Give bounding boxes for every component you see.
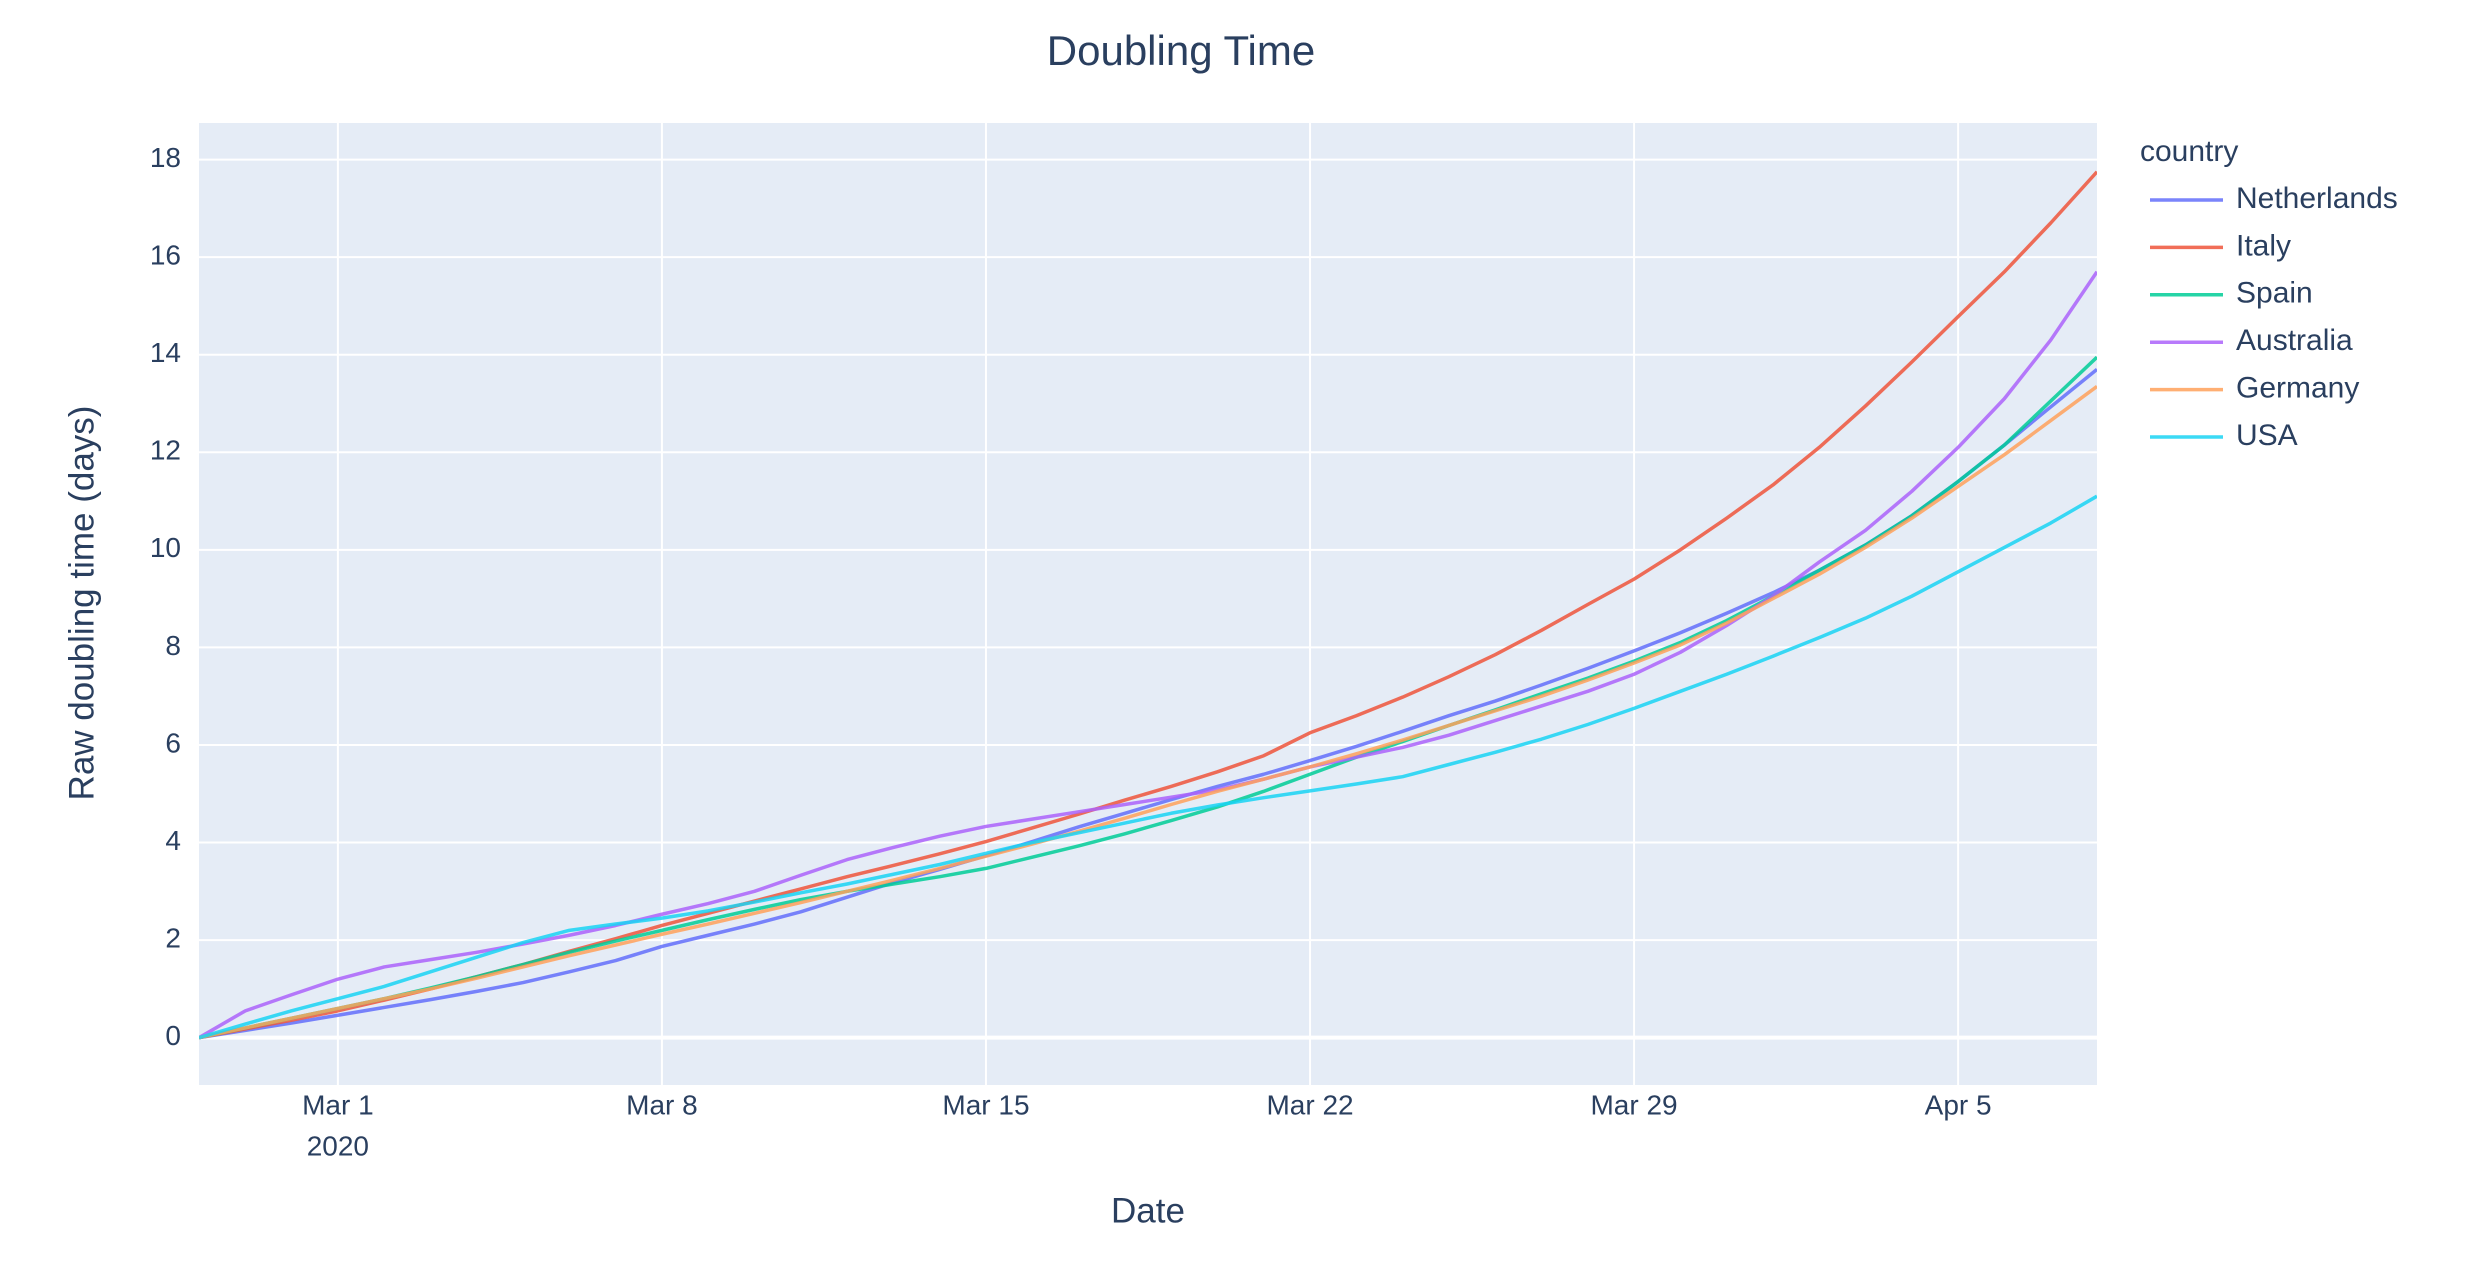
lines — [199, 170, 2097, 1040]
chart-title: Doubling Time — [1047, 27, 1315, 74]
x-tick-label: Mar 15 — [942, 1089, 1029, 1120]
y-tick-label: 14 — [150, 337, 181, 368]
y-tick-label: 18 — [150, 142, 181, 173]
x-year-label: 2020 — [307, 1130, 369, 1161]
grid — [199, 123, 2097, 1085]
legend-label: Netherlands — [2236, 182, 2398, 215]
plot-background — [199, 123, 2097, 1085]
series-line — [199, 385, 2097, 1040]
legend-label: Italy — [2236, 229, 2291, 262]
x-tick-label: Mar 1 — [302, 1089, 374, 1120]
y-tick-label: 16 — [150, 240, 181, 271]
legend-label: Germany — [2236, 372, 2359, 405]
legend-label: Australia — [2236, 324, 2353, 357]
legend-label: USA — [2236, 419, 2298, 452]
y-tick-label: 2 — [165, 923, 181, 954]
y-tick-label: 4 — [165, 825, 181, 856]
series-line — [199, 494, 2097, 1040]
y-tick-label: 10 — [150, 532, 181, 563]
y-tick-label: 6 — [165, 727, 181, 758]
legend-title: country — [2140, 135, 2238, 168]
y-tick-label: 12 — [150, 435, 181, 466]
y-tick-label: 0 — [165, 1020, 181, 1051]
y-axis-title: Raw doubling time (days) — [62, 406, 101, 801]
x-axis-title: Date — [1111, 1191, 1185, 1230]
y-tick-label: 8 — [165, 630, 181, 661]
x-tick-label: Apr 5 — [1925, 1089, 1992, 1120]
x-tick-label: Mar 22 — [1266, 1089, 1353, 1120]
x-tick-label: Mar 29 — [1590, 1089, 1677, 1120]
x-tick-label: Mar 8 — [626, 1089, 698, 1120]
legend-label: Spain — [2236, 277, 2313, 310]
